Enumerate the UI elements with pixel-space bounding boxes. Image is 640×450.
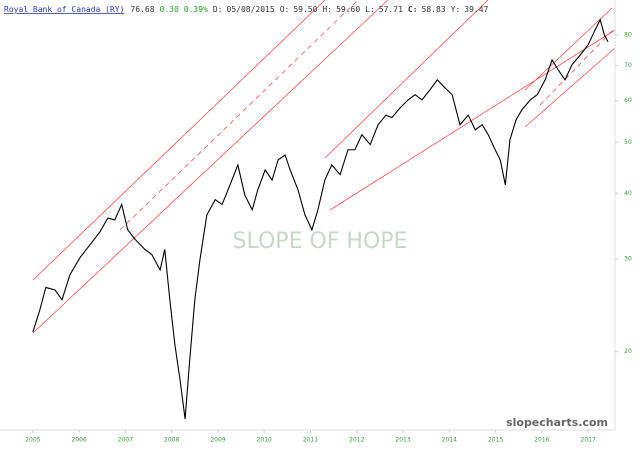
change-pct: 0.39% (184, 5, 208, 14)
quote-label: Y: (451, 5, 461, 14)
x-tick-label: 2008 (164, 437, 179, 444)
x-tick-label: 2014 (442, 437, 457, 444)
x-tick-label: 2013 (395, 437, 410, 444)
quote-value: 59.60 (336, 5, 360, 14)
quote-label: L: (365, 5, 375, 14)
y-tick-label: 80 (624, 31, 632, 38)
quote-label: D: (213, 5, 223, 14)
quote-label: O: (280, 5, 290, 14)
y-tick-label: 40 (624, 190, 632, 197)
last-price: 76.68 (130, 5, 154, 14)
change: 0.30 (160, 5, 179, 14)
quote-value: 39.47 (464, 5, 488, 14)
x-tick-label: 2007 (118, 437, 133, 444)
y-tick-label: 50 (624, 139, 632, 146)
quote-value: 05/08/2015 (227, 5, 275, 14)
y-tick-label: 70 (624, 62, 632, 69)
x-tick-label: 2006 (71, 437, 86, 444)
x-tick-label: 2011 (303, 437, 318, 444)
x-tick-label: 2010 (257, 437, 272, 444)
x-tick-label: 2015 (488, 437, 503, 444)
x-tick-label: 2009 (210, 437, 225, 444)
quote-value: 58.83 (422, 5, 446, 14)
y-tick-label: 60 (624, 97, 632, 104)
x-tick-label: 2016 (534, 437, 549, 444)
x-tick-label: 2012 (349, 437, 364, 444)
source: slopecharts.com (506, 416, 608, 429)
title: Royal Bank of Canada (RY) (4, 5, 124, 14)
watermark: SLOPE OF HOPE (233, 229, 408, 254)
quote-label: C: (408, 5, 418, 14)
quote-value: 57.71 (379, 5, 403, 14)
channel-lines (32, 0, 616, 334)
quote-value: 59.50 (293, 5, 317, 14)
y-tick-label: 20 (624, 348, 632, 355)
y-tick-label: 30 (624, 256, 632, 263)
x-tick-label: 2005 (25, 437, 40, 444)
header: Royal Bank of Canada (RY) 76.68 0.30 0.39% D… (4, 5, 489, 14)
x-tick-label: 2017 (581, 437, 596, 444)
quote-label: H: (322, 5, 332, 14)
price-line (32, 18, 609, 420)
